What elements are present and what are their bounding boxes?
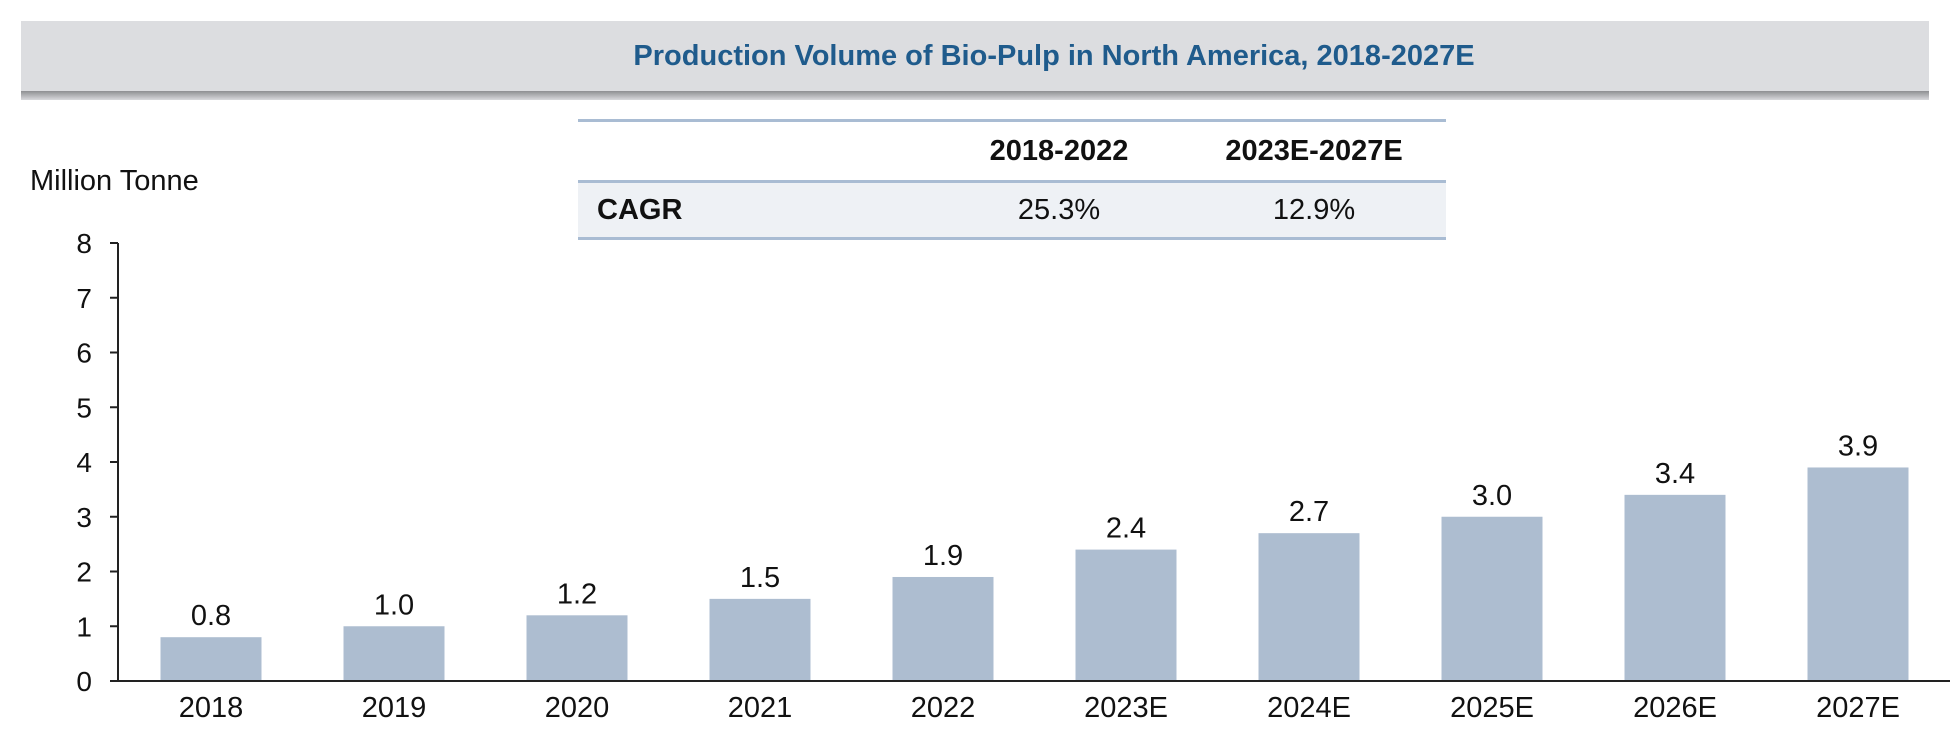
x-tick-label: 2024E <box>1267 692 1351 724</box>
cagr-table-row: CAGR 25.3% 12.9% <box>578 183 1446 240</box>
x-tick-label: 2019 <box>362 692 427 724</box>
y-tick-label: 5 <box>76 392 92 423</box>
bar <box>160 637 262 681</box>
data-label: 1.5 <box>740 562 780 594</box>
data-label: 0.8 <box>191 600 231 632</box>
cagr-value-period-2: 12.9% <box>1272 193 1356 226</box>
x-tick-label: 2027E <box>1816 692 1900 724</box>
cagr-value-period-1: 25.3% <box>1017 193 1101 226</box>
x-tick-label: 2025E <box>1450 692 1534 724</box>
bar <box>526 615 628 681</box>
title-bar <box>21 21 1929 91</box>
bar <box>1441 516 1543 681</box>
bar <box>1075 549 1177 681</box>
data-label: 1.0 <box>374 589 414 621</box>
x-tick-label: 2023E <box>1084 692 1168 724</box>
data-label: 1.2 <box>557 578 597 610</box>
y-tick-label: 4 <box>76 447 92 478</box>
x-tick-label: 2026E <box>1633 692 1717 724</box>
cagr-header-period-1: 2018-2022 <box>989 134 1129 167</box>
cagr-row-label: CAGR <box>597 193 683 226</box>
bar <box>1624 494 1726 681</box>
data-label: 1.9 <box>923 540 963 572</box>
y-tick-label: 1 <box>76 611 92 642</box>
chart-title: Production Volume of Bio-Pulp in North A… <box>633 40 1475 72</box>
y-axis-label: Million Tonne <box>30 165 199 197</box>
bar <box>709 598 811 681</box>
y-tick-label: 2 <box>76 557 92 588</box>
bar <box>1258 533 1360 681</box>
y-tick-label: 7 <box>76 283 92 314</box>
y-tick-label: 8 <box>76 228 92 259</box>
cagr-table: 2018-2022 2023E-2027E CAGR 25.3% 12.9% <box>578 119 1446 240</box>
x-tick-label: 2021 <box>728 692 793 724</box>
data-label: 2.7 <box>1289 496 1329 528</box>
y-tick-label: 6 <box>76 338 92 369</box>
data-label: 3.9 <box>1838 430 1878 462</box>
cagr-header-period-2: 2023E-2027E <box>1225 134 1403 167</box>
cagr-table-header: 2018-2022 2023E-2027E <box>578 119 1446 183</box>
x-tick-label: 2018 <box>179 692 244 724</box>
data-label: 2.4 <box>1106 513 1146 545</box>
x-tick-label: 2020 <box>545 692 610 724</box>
bar <box>1807 467 1909 681</box>
data-label: 3.4 <box>1655 458 1695 490</box>
y-tick-label: 0 <box>76 666 92 697</box>
bar <box>892 576 994 681</box>
bar <box>343 626 445 681</box>
title-bar-shadow <box>21 91 1929 100</box>
data-label: 3.0 <box>1472 480 1512 512</box>
x-tick-label: 2022 <box>911 692 976 724</box>
y-tick-label: 3 <box>76 502 92 533</box>
